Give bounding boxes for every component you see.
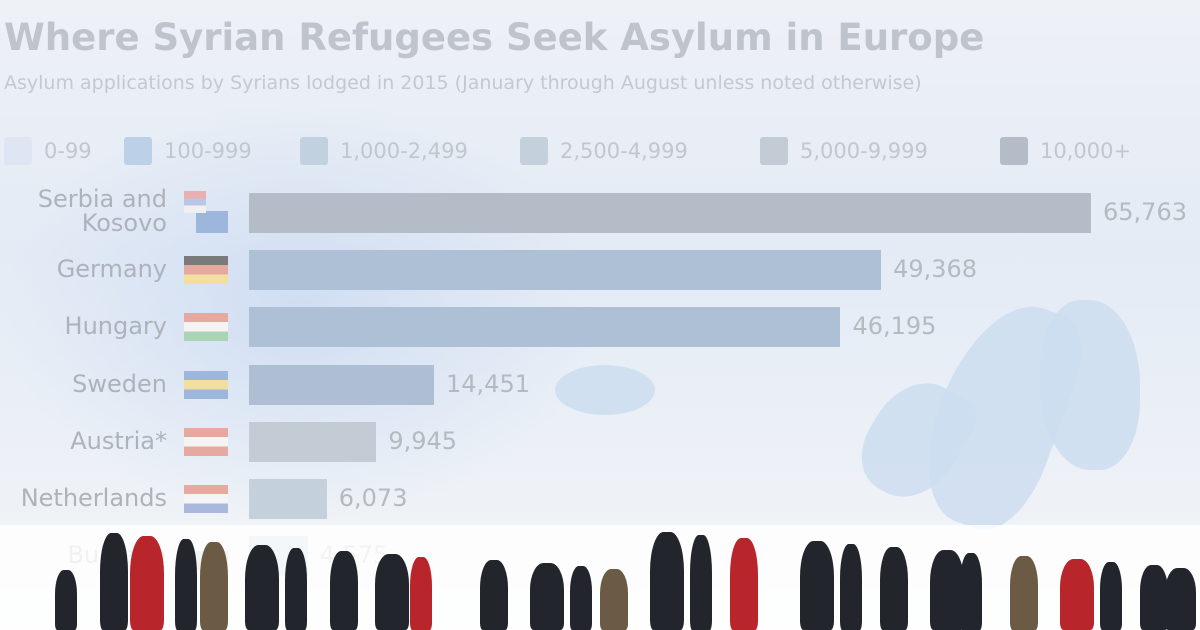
person-silhouette	[175, 539, 197, 630]
legend-label: 0-99	[44, 139, 92, 163]
person-silhouette	[245, 545, 279, 630]
person-silhouette	[1010, 556, 1038, 630]
bar	[249, 364, 435, 405]
value-label: 65,763	[1103, 198, 1187, 226]
person-silhouette	[1140, 565, 1168, 630]
person-silhouette	[410, 557, 432, 630]
person-silhouette	[1060, 559, 1094, 630]
person-silhouette	[130, 536, 164, 630]
legend-swatch	[300, 137, 328, 165]
legend-label: 2,500-4,999	[560, 139, 688, 163]
person-silhouette	[375, 554, 409, 630]
legend-item: 100-999	[124, 136, 252, 166]
legend-label: 10,000+	[1040, 139, 1132, 163]
legend-swatch	[4, 137, 32, 165]
person-silhouette	[285, 548, 307, 630]
flag-icon	[184, 427, 228, 456]
legend-swatch	[520, 137, 548, 165]
category-label: Netherlands	[20, 484, 167, 512]
person-silhouette	[570, 566, 592, 630]
value-label: 46,195	[852, 312, 937, 341]
legend-item: 1,000-2,499	[300, 136, 468, 166]
legend-item: 2,500-4,999	[520, 136, 688, 166]
category-label: Germany	[56, 255, 167, 284]
legend-swatch	[1000, 137, 1028, 165]
bar	[249, 193, 1091, 233]
person-silhouette	[600, 569, 628, 630]
person-silhouette	[100, 533, 128, 630]
legend-swatch	[760, 137, 788, 165]
bar	[249, 307, 841, 348]
person-silhouette	[690, 535, 712, 630]
category-label: Hungary	[64, 312, 167, 341]
bar	[249, 250, 882, 291]
person-silhouette	[930, 550, 964, 630]
person-silhouette	[55, 570, 77, 630]
flag-icon	[184, 485, 228, 513]
flag-icon	[196, 211, 228, 233]
person-silhouette	[730, 538, 758, 630]
person-silhouette	[880, 547, 908, 630]
value-label: 14,451	[446, 369, 530, 398]
legend-item: 0-99	[4, 136, 92, 166]
person-silhouette	[650, 532, 684, 630]
person-silhouette	[800, 541, 834, 630]
legend-label: 5,000-9,999	[800, 139, 928, 163]
person-silhouette	[480, 560, 508, 630]
legend-item: 10,000+	[1000, 136, 1131, 166]
chart-subtitle: Asylum applications by Syrians lodged in…	[4, 72, 922, 94]
map-iceland	[555, 365, 655, 415]
person-silhouette	[840, 544, 862, 630]
legend-swatch	[124, 137, 152, 165]
flag-icon	[184, 191, 206, 213]
category-label: Austria*	[70, 426, 167, 455]
map-finland	[1040, 300, 1140, 470]
legend-label: 100-999	[164, 139, 252, 163]
person-silhouette	[1165, 568, 1196, 630]
person-silhouette	[1100, 562, 1122, 630]
category-label: Sweden	[72, 369, 167, 398]
value-label: 49,368	[893, 255, 978, 284]
category-label: Serbia and Kosovo	[37, 185, 167, 237]
legend-item: 5,000-9,999	[760, 136, 928, 166]
flag-icon	[184, 313, 228, 342]
person-silhouette	[960, 553, 982, 630]
person-silhouette	[200, 542, 228, 630]
value-label: 6,073	[338, 484, 408, 512]
value-label: 9,945	[388, 426, 458, 455]
person-silhouette	[530, 563, 564, 630]
person-silhouette	[330, 551, 358, 630]
chart-title: Where Syrian Refugees Seek Asylum in Eur…	[4, 16, 985, 59]
bar	[249, 421, 377, 462]
legend-label: 1,000-2,499	[340, 139, 468, 163]
flag-icon	[184, 370, 228, 399]
flag-icon	[184, 256, 228, 285]
bar	[249, 479, 327, 519]
